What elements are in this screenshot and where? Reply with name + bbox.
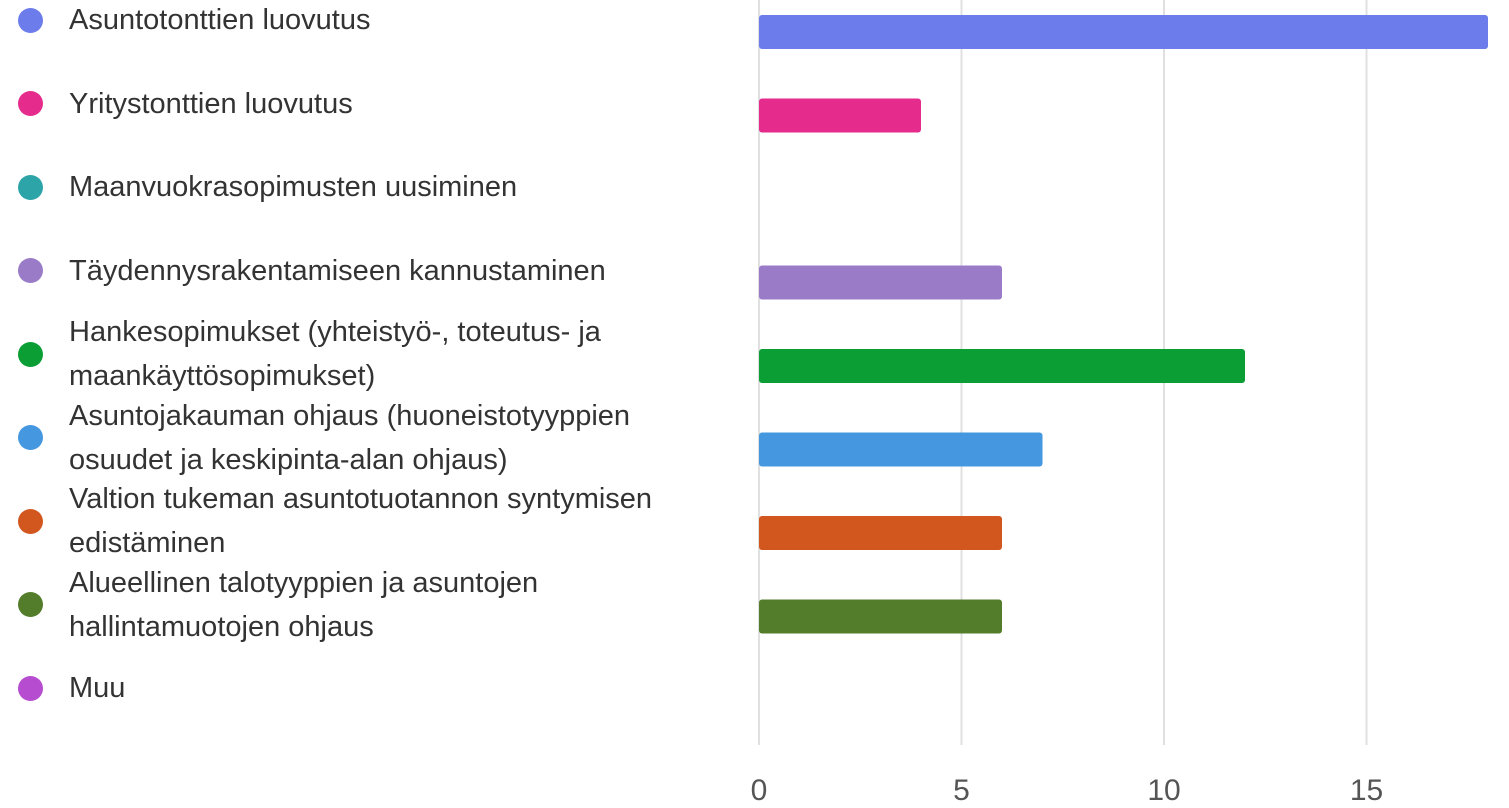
legend-dot bbox=[18, 675, 43, 701]
category-label: Asuntotonttien luovutus bbox=[69, 4, 371, 36]
legend-dot bbox=[18, 592, 43, 617]
x-tick-label: 0 bbox=[751, 774, 768, 807]
category-label: Täydennysrakentamiseen kannustaminen bbox=[69, 254, 606, 287]
legend-dot bbox=[18, 341, 43, 367]
category-label: Yritystonttien luovutus bbox=[69, 87, 353, 120]
category-label: Asuntojakauman ohjaus (huoneistotyyppien… bbox=[69, 399, 631, 476]
legend-item: Asuntotonttien luovutus bbox=[18, 0, 678, 42]
legend-item: Alueellinen talotyyppien ja asuntojen ha… bbox=[18, 561, 678, 649]
legend-dot bbox=[18, 91, 43, 116]
category-label: Muu bbox=[69, 672, 126, 704]
x-tick-label: 5 bbox=[953, 774, 970, 807]
legend-item: Täydennysrakentamiseen kannustaminen bbox=[18, 249, 678, 293]
legend-dot bbox=[18, 7, 43, 33]
bar bbox=[759, 265, 1002, 300]
x-tick-label: 10 bbox=[1147, 774, 1180, 807]
bar bbox=[759, 15, 1488, 49]
legend-item: Yritystonttien luovutus bbox=[18, 82, 678, 126]
bar bbox=[759, 599, 1002, 634]
legend-item: Asuntojakauman ohjaus (huoneistotyyppien… bbox=[18, 394, 678, 482]
legend-dot bbox=[18, 174, 43, 200]
legend-dot bbox=[18, 508, 43, 534]
legend-item: Valtion tukeman asuntotuotannon syntymis… bbox=[18, 477, 678, 565]
legend-dot bbox=[18, 258, 43, 283]
bar bbox=[759, 98, 921, 133]
category-label: Valtion tukeman asuntotuotannon syntymis… bbox=[69, 483, 653, 559]
bar bbox=[759, 516, 1002, 550]
legend-dot bbox=[18, 425, 43, 450]
bar bbox=[759, 432, 1043, 467]
legend-item: Muu bbox=[18, 666, 678, 710]
category-label: Maanvuokrasopimusten uusiminen bbox=[69, 171, 518, 203]
legend-item: Hankesopimukset (yhteistyö-, toteutus- j… bbox=[18, 310, 678, 398]
x-tick-label: 15 bbox=[1350, 774, 1383, 807]
legend-item: Maanvuokrasopimusten uusiminen bbox=[18, 165, 678, 209]
category-label: Alueellinen talotyyppien ja asuntojen ha… bbox=[69, 566, 539, 643]
bar bbox=[759, 349, 1245, 383]
category-label: Hankesopimukset (yhteistyö-, toteutus- j… bbox=[69, 316, 601, 392]
